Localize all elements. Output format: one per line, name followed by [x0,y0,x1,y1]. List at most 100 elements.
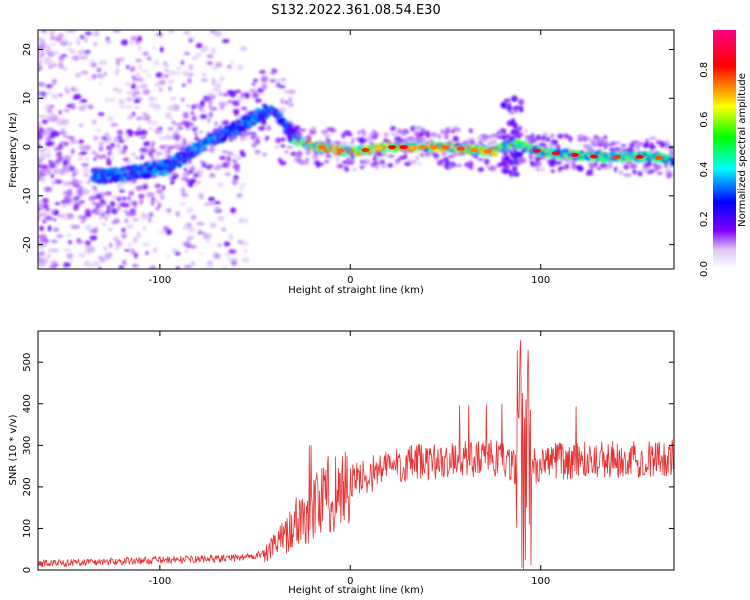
heatmap-cell [424,152,429,157]
heatmap-cell [38,139,42,143]
heatmap-cell [68,41,73,47]
heatmap-cell [265,138,268,142]
heatmap-cell [91,151,97,155]
heatmap-cell [72,196,80,201]
heatmap-cell [131,77,140,82]
heatmap-cell [373,131,379,138]
heatmap-cell [137,45,142,52]
heatmap-cell [51,78,58,85]
heatmap-cell [128,191,135,196]
heatmap-cell [379,159,386,164]
heatmap-cell [123,145,128,151]
heatmap-cell [53,147,61,151]
heatmap-cell [383,132,389,137]
heatmap-cell [179,202,186,206]
heatmap-cell [84,31,92,36]
heatmap-cell [181,187,186,194]
heatmap-cell [41,211,48,217]
heatmap-cell [298,128,303,132]
heatmap-cell [266,125,272,131]
heatmap-cell [218,101,227,108]
heatmap-cell [275,137,282,144]
heatmap-cell [123,210,128,213]
heatmap-cell [38,121,43,125]
heatmap-cell [238,183,247,187]
heatmap-cell [63,108,70,113]
heatmap-cell [124,249,131,252]
heatmap-cell [111,156,115,161]
heatmap-cell [232,154,239,158]
heatmap-cell [221,39,230,44]
heatmap-cell [197,181,202,184]
heatmap-cell [98,145,104,152]
heatmap-cell [511,106,517,110]
heatmap-cell [650,141,654,149]
heatmap-cell [158,80,166,85]
heatmap-cell [249,132,256,136]
heatmap-cell [151,197,156,202]
heatmap-cell [181,83,186,87]
heatmap-cell [116,129,124,136]
heatmap-cell [581,137,588,142]
heatmap-cell [410,125,416,132]
heatmap-cell [116,60,120,66]
heatmap-cell [118,265,125,269]
heatmap-cell [168,145,175,150]
snr-series-line [38,340,674,570]
heatmap-cell [52,63,57,67]
heatmap-cell [201,163,207,168]
heatmap-cell [91,209,95,214]
heatmap-cell [183,31,191,35]
heatmap-cell [190,214,197,220]
heatmap-cell [151,46,157,50]
heatmap-cell [143,142,150,147]
spectrogram-y-label: Frequency (Hz) [8,112,19,188]
heatmap-cell [609,147,615,153]
heatmap-cell [214,206,220,212]
heatmap-cell [86,264,94,267]
heatmap-cell [52,51,61,55]
x-tick-label: 100 [531,275,550,286]
heatmap-cell [170,176,176,181]
heatmap-cell [641,164,646,171]
heatmap-cell [534,161,542,167]
heatmap-cell [200,78,209,82]
heatmap-cell [48,159,52,163]
heatmap-cell [174,123,183,127]
heatmap-cell [568,159,575,165]
heatmap-cell [164,74,170,78]
heatmap-cell [381,165,386,169]
heatmap-cell [323,134,332,138]
heatmap-hotspot [612,154,621,159]
heatmap-cell [240,106,248,111]
heatmap-cell [197,105,203,111]
heatmap-cell [603,143,608,150]
heatmap-cell [510,159,514,167]
heatmap-hotspot [361,148,370,152]
heatmap-cell [626,148,632,152]
heatmap-cell [432,151,440,159]
heatmap-cell [39,149,44,154]
heatmap-cell [71,183,80,187]
heatmap-hotspot [470,148,479,152]
heatmap-cell [44,216,53,220]
heatmap-cell [149,265,157,269]
heatmap-cell [53,168,62,175]
heatmap-cell [236,193,243,198]
heatmap-cell [514,151,520,155]
heatmap-cell [41,119,48,124]
heatmap-cell [213,252,218,256]
heatmap-cell [107,147,112,153]
heatmap-cell [670,161,674,166]
heatmap-cell [443,156,450,162]
heatmap-cell [487,141,493,146]
heatmap-cell [71,148,75,155]
heatmap-cell [548,161,556,168]
heatmap-cell [109,97,116,102]
heatmap-cell [228,234,234,241]
heatmap-cell [213,107,217,111]
heatmap-cell [564,163,570,170]
heatmap-cell [265,136,270,140]
heatmap-cell [42,219,46,224]
heatmap-cell [557,134,565,138]
